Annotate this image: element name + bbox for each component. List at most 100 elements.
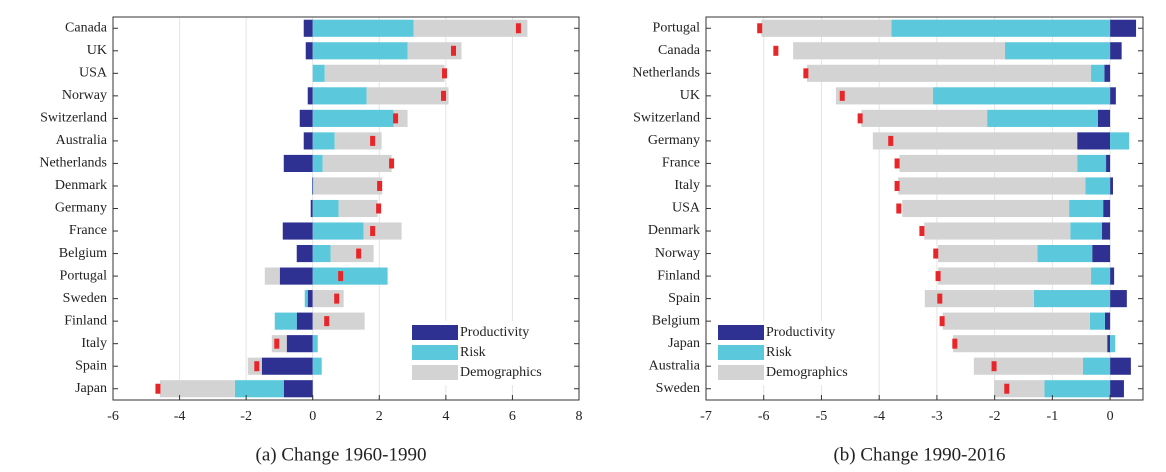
bar-segment	[296, 244, 313, 263]
total-marker	[376, 203, 382, 214]
total-marker	[451, 45, 457, 56]
bar-segment	[1110, 19, 1137, 37]
bar-segment	[264, 267, 280, 285]
bar-segment	[234, 380, 284, 398]
bar-segment	[1103, 199, 1111, 218]
bar-segment	[1106, 154, 1111, 173]
bar-segment	[1082, 357, 1111, 375]
y-tick-label: Canada	[65, 20, 108, 35]
y-tick-label: France	[69, 223, 107, 238]
bar-segment	[1092, 244, 1111, 263]
x-tick-label: -2	[240, 409, 252, 424]
x-tick-label: 6	[509, 409, 516, 424]
y-tick-label: Japan	[75, 381, 107, 396]
y-tick-label: Australia	[649, 358, 701, 373]
legend-label: Productivity	[460, 325, 529, 340]
total-marker	[935, 271, 941, 282]
bar-segment	[1110, 290, 1127, 308]
legend-swatch	[718, 365, 764, 380]
x-tick-label: 4	[442, 409, 449, 424]
y-tick-label: Norway	[655, 246, 700, 261]
legend-swatch	[412, 365, 458, 380]
bar-segment	[312, 177, 313, 195]
y-tick-label: Finland	[64, 313, 107, 328]
bar-segment	[303, 19, 313, 37]
y-tick-label: Switzerland	[40, 111, 107, 126]
bar-segment	[312, 244, 331, 263]
x-tick-label: -6	[758, 409, 770, 424]
bar-segment	[1110, 267, 1115, 285]
bar-segment	[274, 312, 297, 330]
bar-segment	[313, 177, 383, 195]
bar-segment	[924, 222, 1071, 240]
bar-segment	[932, 87, 1111, 105]
legend-swatch	[718, 345, 764, 360]
bar-segment	[938, 244, 1038, 263]
y-tick-label: Belgium	[59, 246, 107, 261]
bar-segment	[299, 109, 313, 127]
x-tick-label: -3	[931, 409, 943, 424]
total-marker	[937, 293, 943, 304]
bar-segment	[330, 244, 374, 263]
plot-frame	[112, 16, 580, 401]
bar-segment	[296, 312, 313, 330]
bar-segment	[312, 154, 323, 173]
total-marker	[155, 383, 161, 394]
legend-label: Risk	[460, 345, 486, 360]
bar-segment	[1104, 312, 1111, 330]
bar-segment	[304, 290, 308, 308]
x-tick-label: -4	[174, 409, 186, 424]
y-tick-label: USA	[672, 201, 701, 216]
bar-segment	[1091, 267, 1111, 285]
y-tick-label: Japan	[668, 336, 700, 351]
bar-segment	[312, 132, 335, 150]
x-tick-label: -5	[816, 409, 828, 424]
total-marker	[894, 180, 900, 191]
y-tick-label: Portugal	[653, 20, 701, 35]
total-marker	[773, 45, 779, 56]
bar-segment	[1110, 87, 1116, 105]
bar-segment	[872, 132, 1078, 150]
x-tick-label: -2	[989, 409, 1001, 424]
bar-segment	[1085, 177, 1111, 195]
y-tick-label: Switzerland	[633, 111, 700, 126]
caption: (a) Change 1960-1990	[256, 444, 427, 465]
bar-segment	[261, 357, 313, 375]
bar-segment	[793, 42, 1006, 60]
x-tick-label: -6	[107, 409, 119, 424]
total-marker	[377, 180, 383, 191]
bar-segment	[407, 42, 462, 60]
y-tick-label: Finland	[657, 268, 700, 283]
bar-segment	[312, 222, 364, 240]
total-marker	[939, 316, 945, 327]
total-marker	[389, 158, 395, 169]
bar-segment	[312, 312, 365, 330]
bar-segment	[953, 335, 1108, 353]
total-marker	[370, 226, 376, 237]
legend-swatch	[412, 345, 458, 360]
total-marker	[274, 338, 280, 349]
plot-frame	[705, 16, 1144, 401]
y-tick-label: USA	[79, 66, 108, 81]
y-tick-label: Netherlands	[632, 66, 700, 81]
bar-segment	[938, 267, 1092, 285]
y-tick-label: Portugal	[60, 268, 108, 283]
bar-segment	[312, 357, 322, 375]
x-tick-label: -7	[700, 409, 712, 424]
bar-segment	[312, 64, 325, 82]
total-marker	[803, 68, 809, 79]
x-tick-label: -1	[1047, 409, 1059, 424]
total-marker	[991, 361, 997, 372]
bar-segment	[307, 87, 313, 105]
total-marker	[334, 293, 340, 304]
bar-segment	[282, 222, 313, 240]
y-tick-label: Denmark	[55, 178, 107, 193]
bar-segment	[363, 222, 402, 240]
x-tick-label: 2	[376, 409, 383, 424]
bar-segment	[312, 87, 367, 105]
bar-segment	[973, 357, 1083, 375]
bar-segment	[312, 109, 394, 127]
x-tick-label: 0	[309, 409, 316, 424]
y-tick-label: Germany	[648, 133, 700, 148]
y-tick-label: Spain	[75, 358, 107, 373]
